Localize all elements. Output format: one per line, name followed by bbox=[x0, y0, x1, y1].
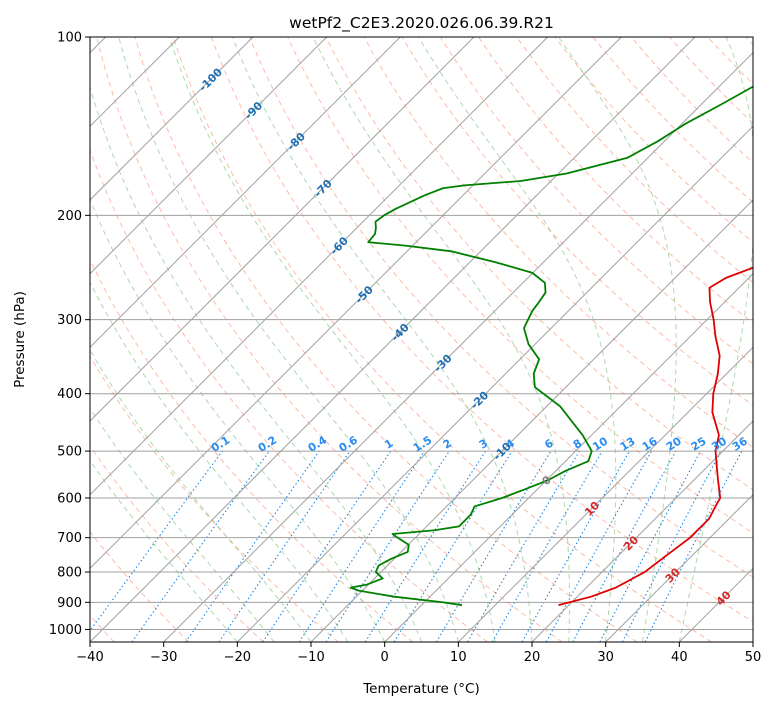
pressure-gridlines bbox=[90, 37, 753, 630]
x-tick-label: −30 bbox=[150, 650, 177, 665]
y-tick-label: 300 bbox=[57, 313, 82, 328]
x-tick-label: 20 bbox=[524, 650, 541, 665]
dry-adiabat bbox=[90, 530, 190, 642]
y-axis-label: Pressure (hPa) bbox=[12, 291, 28, 388]
isotherm-line bbox=[605, 493, 753, 642]
isotherm-line bbox=[236, 125, 753, 642]
y-tick-label: 800 bbox=[57, 566, 82, 581]
dry-adiabat bbox=[401, 37, 753, 406]
moist-adiabat bbox=[312, 37, 570, 642]
plot-frame bbox=[89, 36, 754, 643]
x-tick-label: −20 bbox=[224, 650, 251, 665]
moist-adiabat bbox=[90, 349, 312, 642]
dry-adiabat bbox=[363, 37, 753, 448]
y-tick-label: 1000 bbox=[49, 623, 82, 638]
isotherm-line bbox=[310, 199, 753, 642]
isotherm-line bbox=[90, 37, 401, 349]
isotherm-line bbox=[90, 37, 622, 570]
mixing-ratio-line bbox=[325, 450, 450, 642]
mixing-ratio-line bbox=[521, 450, 630, 642]
isotherm-line bbox=[90, 37, 328, 275]
isotherm-line bbox=[457, 346, 753, 642]
y-tick-label: 600 bbox=[57, 492, 82, 507]
dry-adiabat bbox=[630, 37, 753, 164]
temperature-line bbox=[558, 266, 753, 607]
mixing-ratio-line bbox=[572, 450, 677, 642]
moist-adiabat bbox=[90, 407, 275, 642]
chart-title: wetPf2_C2E3.2020.026.06.39.R21 bbox=[289, 14, 554, 33]
moist-adiabat bbox=[231, 37, 533, 642]
axis-ticks: −40 −30 −20 −10 0 10 20 30 40 50 100 200 300 400 500 60… bbox=[49, 31, 761, 666]
moist-adiabat bbox=[118, 37, 459, 642]
mixing-ratio-line bbox=[218, 450, 351, 642]
dry-adiabat bbox=[134, 37, 638, 642]
dry-adiabat bbox=[210, 37, 753, 623]
dry-adiabat bbox=[554, 37, 753, 243]
moist-adiabat bbox=[90, 198, 386, 642]
mixing-ratio-line bbox=[185, 450, 320, 642]
mixing-ratio-line bbox=[491, 450, 603, 642]
isotherm-line bbox=[90, 37, 475, 422]
moist-adiabat bbox=[90, 85, 422, 642]
mixing-ratio-line bbox=[435, 450, 552, 642]
mixing-ratio-line bbox=[393, 450, 513, 642]
dry-adiabat bbox=[592, 37, 753, 203]
profile-lines bbox=[349, 85, 753, 607]
isotherm-line bbox=[90, 37, 254, 201]
y-tick-label: 900 bbox=[57, 596, 82, 611]
mixing-ratio-line bbox=[467, 450, 580, 642]
dry-adiabat bbox=[516, 37, 753, 284]
x-tick-label: 40 bbox=[671, 650, 688, 665]
moist-adiabat bbox=[418, 37, 617, 642]
x-axis-label: Temperature (°C) bbox=[362, 681, 480, 697]
y-tick-label: 200 bbox=[57, 209, 82, 224]
moist-adiabat bbox=[168, 37, 496, 642]
dry-adiabat bbox=[249, 37, 753, 578]
background-lines bbox=[90, 37, 753, 642]
dry-adiabat bbox=[90, 258, 414, 642]
dry-adiabat bbox=[96, 37, 563, 642]
dewpoint-line bbox=[349, 85, 753, 607]
mixing-ratio-line bbox=[364, 450, 486, 642]
x-tick-label: −40 bbox=[76, 650, 103, 665]
isotherm-line bbox=[384, 272, 753, 642]
x-tick-label: 10 bbox=[450, 650, 467, 665]
x-tick-label: 30 bbox=[597, 650, 614, 665]
y-tick-label: 500 bbox=[57, 445, 82, 460]
isotherm-line bbox=[163, 51, 753, 642]
isotherm-line bbox=[90, 37, 549, 496]
x-tick-label: 50 bbox=[745, 650, 762, 665]
x-tick-label: −10 bbox=[297, 650, 324, 665]
dry-adiabat bbox=[325, 37, 753, 491]
mixing-ratio-line bbox=[90, 450, 223, 632]
mixing-ratio-line bbox=[131, 450, 270, 642]
dry-adiabat bbox=[287, 37, 753, 534]
y-tick-label: 100 bbox=[57, 31, 82, 46]
moist-adiabat bbox=[558, 37, 677, 642]
dry-adiabat bbox=[439, 37, 753, 365]
x-tick-label: 0 bbox=[381, 650, 389, 665]
isotherm-line bbox=[90, 37, 696, 642]
y-tick-label: 400 bbox=[57, 387, 82, 402]
isotherm-line bbox=[531, 420, 753, 642]
moist-adiabat bbox=[90, 459, 238, 642]
y-tick-label: 700 bbox=[57, 531, 82, 546]
